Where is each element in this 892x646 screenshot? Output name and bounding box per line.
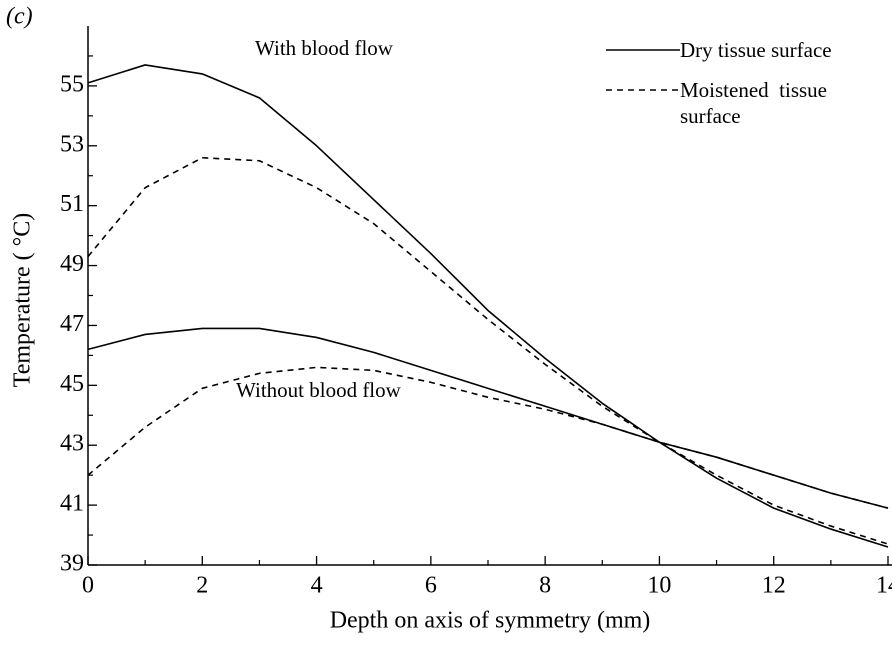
x-tick-label: 8 (539, 573, 551, 599)
y-tick-label: 49 (60, 251, 84, 277)
annotation: Without blood flow (236, 378, 402, 402)
annotation: With blood flow (255, 36, 394, 60)
y-tick-label: 51 (60, 191, 84, 217)
y-tick-label: 41 (60, 491, 84, 517)
x-tick-label: 6 (425, 573, 437, 599)
legend-label: Moistened tissue surface (680, 78, 833, 128)
y-tick-label: 39 (60, 551, 84, 577)
series-line (87, 366, 889, 509)
x-tick-label: 4 (311, 573, 323, 599)
y-tick-label: 45 (60, 371, 84, 397)
y-tick-label: 47 (60, 311, 84, 337)
legend-label: Dry tissue surface (680, 38, 832, 62)
x-tick-label: 14 (876, 573, 892, 599)
y-tick-label: 43 (60, 431, 84, 457)
y-tick-label: 55 (60, 71, 84, 97)
y-tick-label: 53 (60, 131, 84, 157)
x-tick-label: 12 (762, 573, 786, 599)
series-line (87, 327, 889, 509)
x-tick-label: 0 (82, 573, 94, 599)
x-axis-label: Depth on axis of symmetry (mm) (330, 608, 651, 634)
panel-label: (c) (6, 4, 33, 30)
series-line (87, 156, 889, 545)
series-line (87, 64, 889, 548)
x-tick-label: 10 (647, 573, 671, 599)
x-tick-label: 2 (196, 573, 208, 599)
y-axis-label: Temperature ( °C) (10, 213, 36, 388)
